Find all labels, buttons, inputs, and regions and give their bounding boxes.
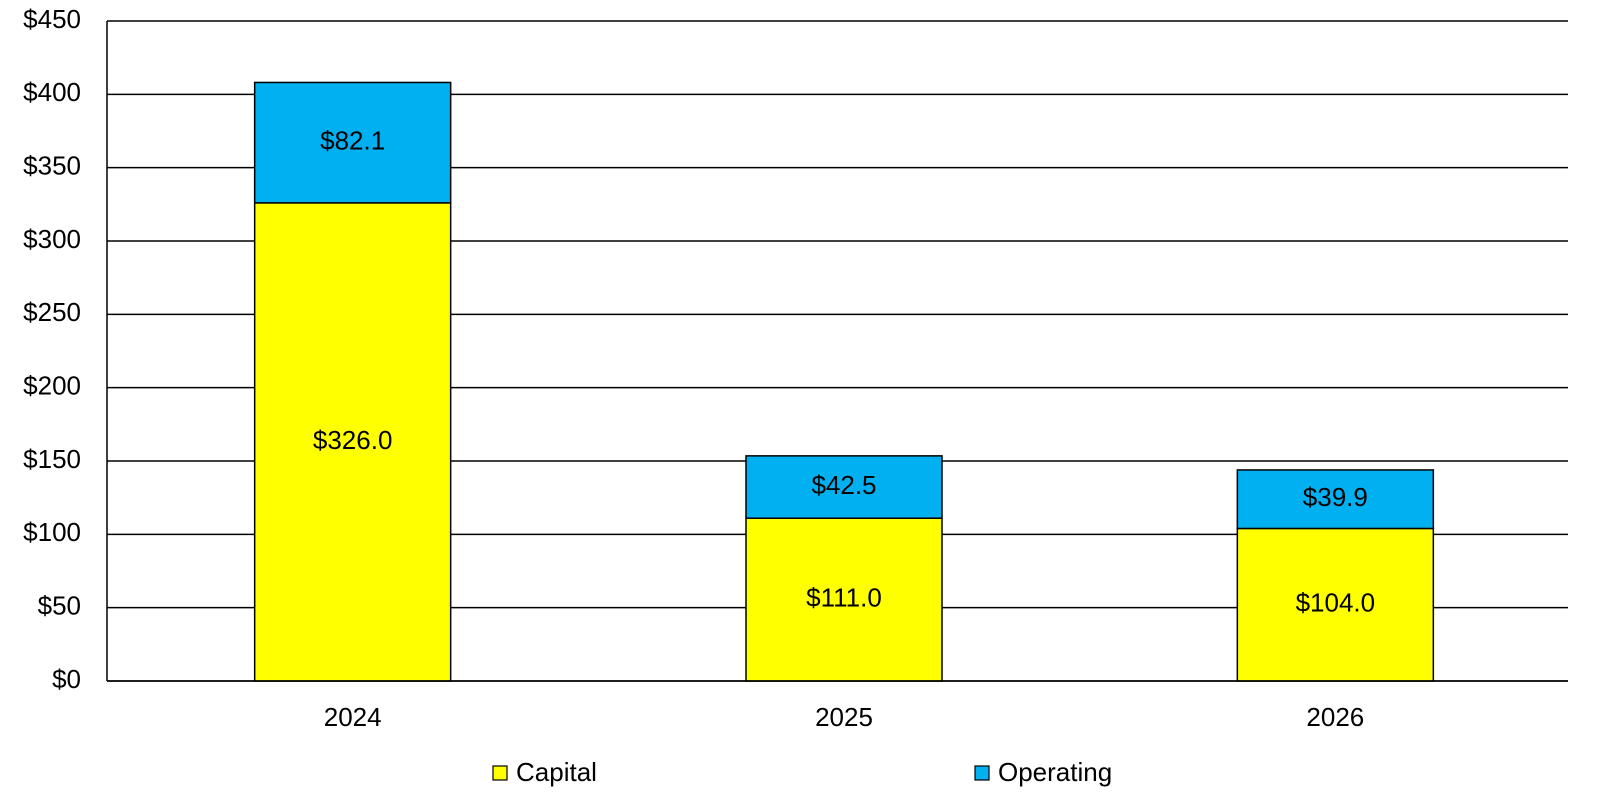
data-label: $326.0 [313, 425, 393, 455]
y-tick-label: $0 [52, 664, 81, 694]
x-tick-label: 2026 [1306, 702, 1364, 732]
y-tick-label: $50 [38, 591, 81, 621]
bar-segment [1236, 527, 1435, 682]
bar-segment [1236, 469, 1435, 530]
data-label: $111.0 [806, 582, 882, 612]
bar-segment [253, 202, 452, 682]
legend-swatch [974, 765, 990, 781]
legend-label: Operating [998, 757, 1112, 787]
bar-segment [745, 517, 943, 682]
y-tick-label: $100 [23, 517, 81, 547]
y-tick-label: $200 [23, 371, 81, 401]
bar-segment [253, 81, 452, 204]
x-tick-label: 2024 [324, 702, 382, 732]
legend-swatch [492, 765, 508, 781]
data-label: $104.0 [1296, 588, 1376, 618]
x-tick-label: 2025 [815, 702, 873, 732]
data-label: $82.1 [320, 126, 385, 156]
y-tick-label: $300 [23, 224, 81, 254]
data-label: $39.9 [1303, 482, 1368, 512]
bar-segment [745, 455, 943, 519]
y-tick-label: $450 [23, 4, 81, 34]
y-tick-label: $150 [23, 444, 81, 474]
y-tick-label: $250 [23, 297, 81, 327]
legend-label: Capital [516, 757, 597, 787]
data-label: $42.5 [811, 470, 876, 500]
y-tick-label: $400 [23, 77, 81, 107]
y-tick-label: $350 [23, 151, 81, 181]
